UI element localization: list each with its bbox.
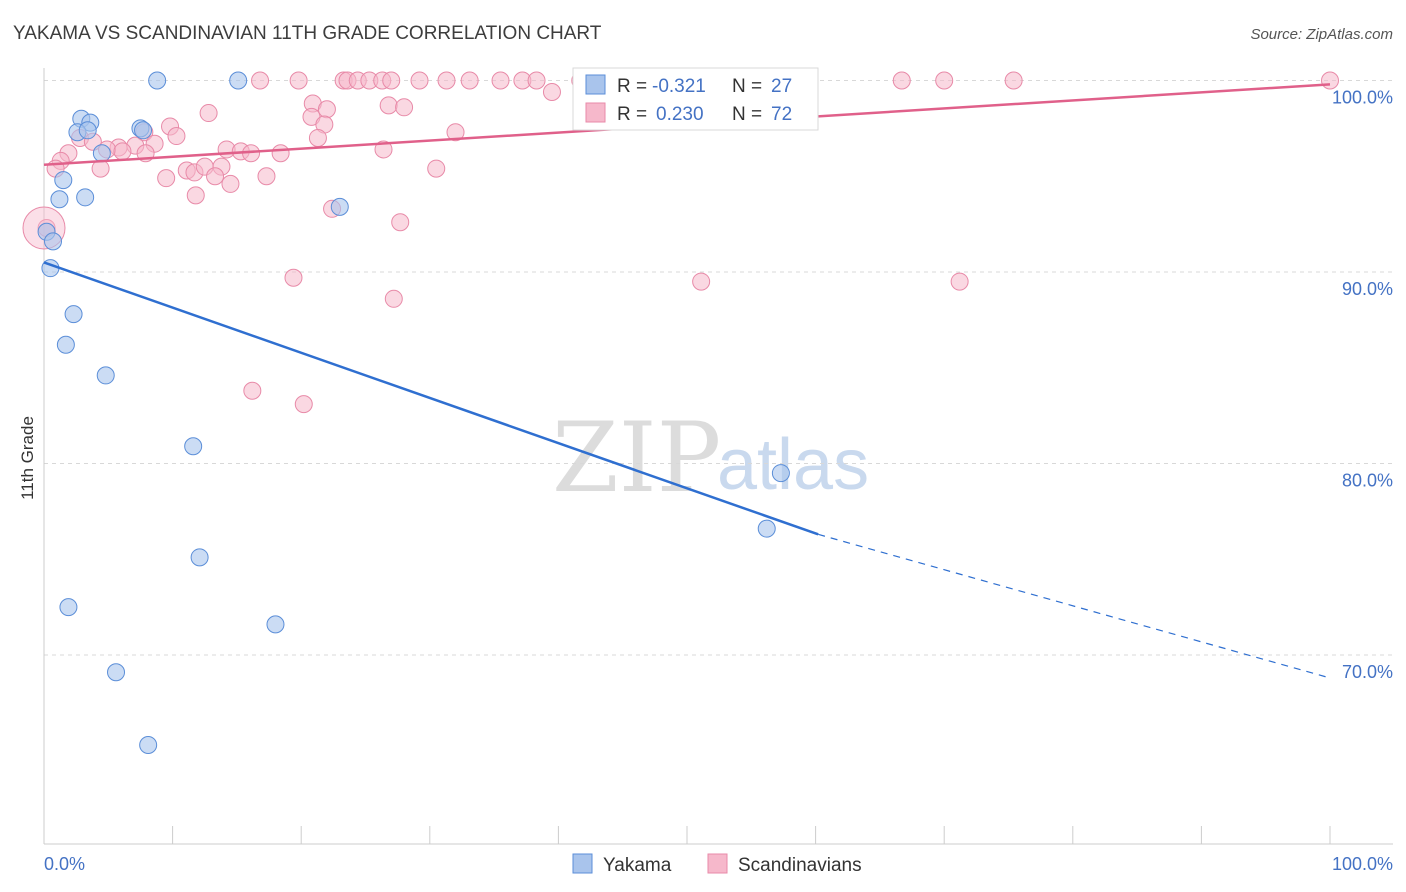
yakama-point-0 — [148, 71, 167, 90]
y-tick-label-70: 70.0% — [1342, 662, 1393, 682]
yakama-point-24 — [266, 615, 285, 634]
bottom-legend-swatch-scandinavians — [707, 853, 728, 874]
scandinavians-point-30 — [446, 123, 465, 142]
legend-r-label-scandinavians: R = — [617, 104, 647, 125]
yakama-point-12 — [330, 197, 349, 216]
scandinavians-point-7 — [382, 71, 401, 90]
scandinavians-point-69 — [294, 395, 313, 414]
yakama-point-9 — [54, 171, 73, 190]
yakama-point-7 — [134, 121, 153, 140]
scandinavians-point-26 — [199, 104, 218, 123]
gridlines — [44, 80, 1393, 656]
yakama-points — [37, 71, 790, 755]
scandinavians-point-68 — [243, 381, 262, 400]
scandinavians-point-9 — [437, 71, 456, 90]
yakama-point-22 — [190, 548, 209, 567]
scandinavians-point-11 — [491, 71, 510, 90]
y-tick-label-100: 100.0% — [1332, 88, 1393, 108]
yakama-point-16 — [64, 305, 83, 324]
watermark: ZIP atlas — [552, 402, 869, 514]
trend-lines — [43, 83, 1331, 679]
yakama-point-23 — [59, 598, 78, 617]
y-axis-label: 11th Grade — [18, 416, 37, 500]
chart-source: Source: ZipAtlas.com — [1250, 26, 1393, 43]
bottom-legend-swatch-yakama — [572, 853, 593, 874]
scandinavians-point-0 — [251, 71, 270, 90]
yakama-point-26 — [139, 736, 158, 755]
watermark-atlas: atlas — [717, 425, 869, 505]
yakama-trend-line — [43, 261, 819, 536]
scandinavians-point-46 — [113, 142, 132, 161]
scandinavians-point-1 — [289, 71, 308, 90]
legend-n-value-scandinavians: 72 — [771, 104, 792, 125]
scandinavians-point-32 — [308, 128, 327, 147]
y-tick-label-80: 80.0% — [1342, 471, 1393, 491]
bottom-legend-label-yakama: Yakama — [603, 855, 672, 876]
legend-r-value-scandinavians: 0.230 — [656, 104, 704, 125]
yakama-point-21 — [757, 519, 776, 538]
scandinavians-point-23 — [317, 100, 336, 119]
yakama-point-5 — [78, 121, 97, 140]
legend-r-label-yakama: R = — [617, 76, 647, 97]
chart-title: YAKAMA VS SCANDINAVIAN 11TH GRADE CORREL… — [13, 23, 602, 44]
yakama-point-25 — [107, 663, 126, 682]
scandinavians-point-42 — [271, 144, 290, 163]
scandinavians-point-57 — [206, 167, 225, 186]
scandinavians-point-43 — [374, 140, 393, 159]
yakama-point-10 — [50, 190, 69, 209]
scandinavians-point-64 — [284, 268, 303, 287]
scandinavians-point-24 — [379, 96, 398, 115]
bottom-legend-label-scandinavians: Scandinavians — [738, 855, 862, 876]
series-legend: Yakama Scandinavians — [572, 853, 862, 876]
scandinavians-point-31 — [167, 127, 186, 146]
legend-n-label-scandinavians: N = — [732, 104, 762, 125]
yakama-point-14 — [44, 232, 63, 251]
axes — [43, 68, 1393, 845]
yakama-trend-extension — [818, 533, 1331, 679]
scandinavians-point-10 — [460, 71, 479, 90]
scandinavians-point-25 — [395, 98, 414, 117]
legend-swatch-yakama — [585, 74, 606, 95]
scandinavians-point-17 — [892, 71, 911, 90]
scandinavians-point-60 — [186, 186, 205, 205]
yakama-point-17 — [56, 335, 75, 354]
scandinavians-point-58 — [257, 167, 276, 186]
scandinavians-point-20 — [1321, 71, 1339, 90]
yakama-point-8 — [92, 144, 111, 163]
yakama-point-11 — [76, 188, 95, 207]
y-tick-label-90: 90.0% — [1342, 279, 1393, 299]
yakama-point-20 — [771, 464, 790, 483]
legend-r-value-yakama: -0.321 — [652, 76, 706, 97]
scandinavians-point-19 — [1004, 71, 1023, 90]
scandinavians-point-65 — [692, 272, 711, 291]
x-tick-label-min: 0.0% — [44, 854, 85, 874]
scandinavians-point-66 — [950, 272, 969, 291]
scandinavians-point-63 — [391, 213, 410, 232]
x-tick-label-max: 100.0% — [1332, 854, 1393, 874]
scandinavians-point-67 — [384, 289, 403, 308]
yakama-point-1 — [229, 71, 248, 90]
scandinavians-point-59 — [221, 174, 240, 193]
yakama-point-19 — [184, 437, 203, 456]
legend-n-value-yakama: 27 — [771, 76, 792, 97]
scandinavians-point-56 — [157, 169, 176, 188]
legend-n-label-yakama: N = — [732, 76, 762, 97]
y-tick-labels: 70.0% 80.0% 90.0% 100.0% — [1332, 88, 1393, 683]
yakama-point-18 — [96, 366, 115, 385]
legend-swatch-scandinavians — [585, 102, 606, 123]
scandinavians-point-13 — [527, 71, 546, 90]
watermark-zip: ZIP — [552, 402, 721, 514]
stats-legend-box — [572, 67, 819, 131]
scandinavians-point-21 — [542, 82, 561, 101]
scandinavians-point-18 — [935, 71, 954, 90]
scandinavians-point-8 — [410, 71, 429, 90]
x-tick-labels: 0.0% 100.0% — [44, 854, 1393, 874]
stats-legend: R = -0.321 N = 27 R = 0.230 N = 72 — [572, 67, 819, 131]
scandinavians-point-55 — [427, 159, 446, 178]
